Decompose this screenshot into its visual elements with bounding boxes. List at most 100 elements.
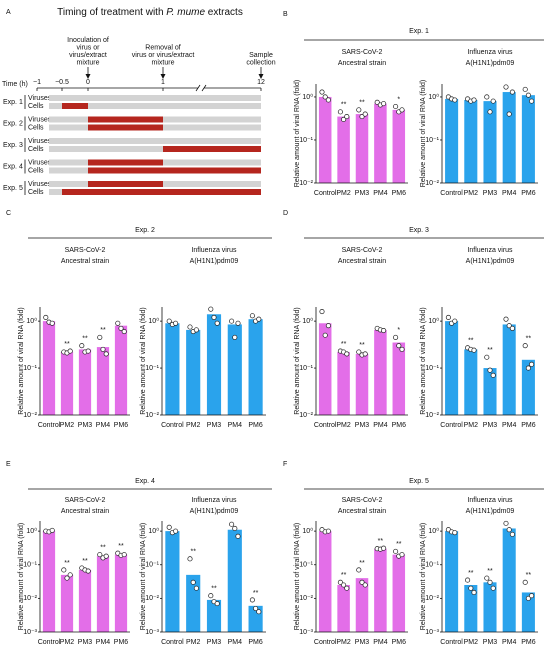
bar (227, 529, 242, 632)
replicate-point (452, 318, 458, 324)
significance: * (397, 96, 400, 103)
x-tick-label: PM3 (78, 422, 93, 429)
replicate-point (344, 585, 350, 591)
x-tick-label: PM3 (483, 422, 498, 429)
treatment (163, 146, 261, 152)
replicate-point (374, 99, 380, 105)
x-tick-label: PM3 (207, 639, 222, 646)
tick-label: −0.5 (55, 79, 69, 86)
replicate-point (232, 334, 238, 340)
replicate-point (344, 114, 350, 120)
treatment (62, 103, 88, 109)
replicate-point (356, 107, 362, 113)
replicate-point (396, 343, 402, 349)
x-tick-label: PM3 (78, 639, 93, 646)
x-tick-label: PM4 (502, 190, 517, 197)
replicate-point (399, 552, 405, 558)
y-tick-label: 10⁰ (148, 527, 159, 535)
x-tick-label: PM2 (60, 422, 75, 429)
replicate-point (381, 327, 387, 334)
row-label: Viruses (28, 181, 52, 188)
bar (318, 96, 332, 183)
chart-title: Influenza virus (191, 497, 237, 504)
exp-label: Exp. 1 (3, 99, 23, 106)
bar (114, 325, 128, 415)
bar (374, 329, 387, 415)
replicate-point (173, 528, 179, 534)
title-part: Timing of treatment with (57, 7, 166, 18)
bar (392, 554, 406, 632)
treatment (88, 116, 163, 123)
y-axis-label: Relative amount of viral RNA (fold) (140, 307, 147, 414)
replicate-point (319, 89, 325, 95)
x-tick-label: PM4 (373, 639, 388, 646)
replicate-point (115, 320, 121, 326)
y-axis-label: Relative amount of viral RNA (fold) (140, 523, 147, 630)
significance: ** (526, 572, 532, 579)
annotation: Removal of (145, 44, 180, 51)
x-tick-label: Control (38, 422, 61, 429)
significance: ** (359, 342, 365, 349)
tick-label: −1 (33, 79, 41, 86)
replicate-point (100, 346, 106, 352)
row-label: Viruses (28, 95, 52, 102)
replicate-point (214, 601, 220, 607)
bar (502, 528, 516, 632)
bar (227, 324, 242, 415)
bar (392, 342, 406, 415)
replicate-point (232, 525, 238, 532)
bar (337, 584, 350, 632)
y-axis-label: Relative amount of viral RNA (fold) (420, 80, 427, 187)
exp-title: Exp. 2 (135, 227, 155, 234)
replicate-point (103, 351, 109, 357)
x-tick-label: PM2 (186, 422, 201, 429)
timeline-title: Timing of treatment with P. mume extract… (57, 7, 243, 18)
replicate-point (344, 351, 350, 357)
x-tick-label: PM6 (392, 422, 407, 429)
chart-title: A(H1N1)pdm09 (190, 258, 239, 265)
bar (114, 554, 128, 632)
x-tick-label: PM6 (392, 190, 407, 197)
chart-title: SARS-CoV-2 (342, 49, 383, 56)
y-tick-label: 10⁰ (302, 317, 313, 325)
x-tick-label: PM6 (521, 190, 536, 197)
replicate-point (503, 520, 509, 526)
significance: ** (64, 341, 70, 348)
replicate-point (356, 567, 362, 573)
chart-title: Influenza virus (467, 247, 513, 254)
annotation: Sample (249, 52, 273, 59)
significance: ** (82, 558, 88, 565)
replicate-point (208, 593, 214, 599)
replicate-point (506, 323, 512, 329)
chart-title: A(H1N1)pdm09 (466, 508, 515, 515)
significance: ** (118, 543, 124, 550)
bar (483, 582, 497, 632)
row-label: Viruses (28, 159, 52, 166)
title-part: extracts (205, 7, 243, 18)
arrow-head (85, 74, 91, 79)
bar (464, 349, 478, 415)
x-tick-label: PM2 (464, 190, 479, 197)
bar (464, 584, 478, 632)
y-tick-label: 10⁻¹ (23, 365, 37, 372)
replicate-point (487, 109, 493, 115)
x-tick-label: PM3 (355, 639, 370, 646)
y-tick-label: 10⁻¹ (23, 562, 37, 569)
significance: ** (341, 341, 347, 348)
replicate-point (359, 579, 365, 585)
replicate-point (61, 567, 67, 573)
replicate-point (67, 572, 73, 578)
arrow-head (258, 74, 264, 79)
bar (355, 114, 369, 183)
y-tick-label: 10⁻¹ (299, 137, 313, 144)
replicate-point (64, 575, 70, 581)
significance: ** (487, 568, 493, 575)
y-tick-label: 10⁻¹ (145, 365, 159, 372)
y-tick-label: 10⁻³ (299, 629, 313, 636)
significance: ** (378, 538, 384, 545)
y-tick-label: 10⁰ (148, 317, 159, 325)
bar (78, 569, 92, 632)
replicate-point (503, 84, 509, 90)
bar (445, 321, 459, 415)
replicate-point (393, 334, 399, 340)
